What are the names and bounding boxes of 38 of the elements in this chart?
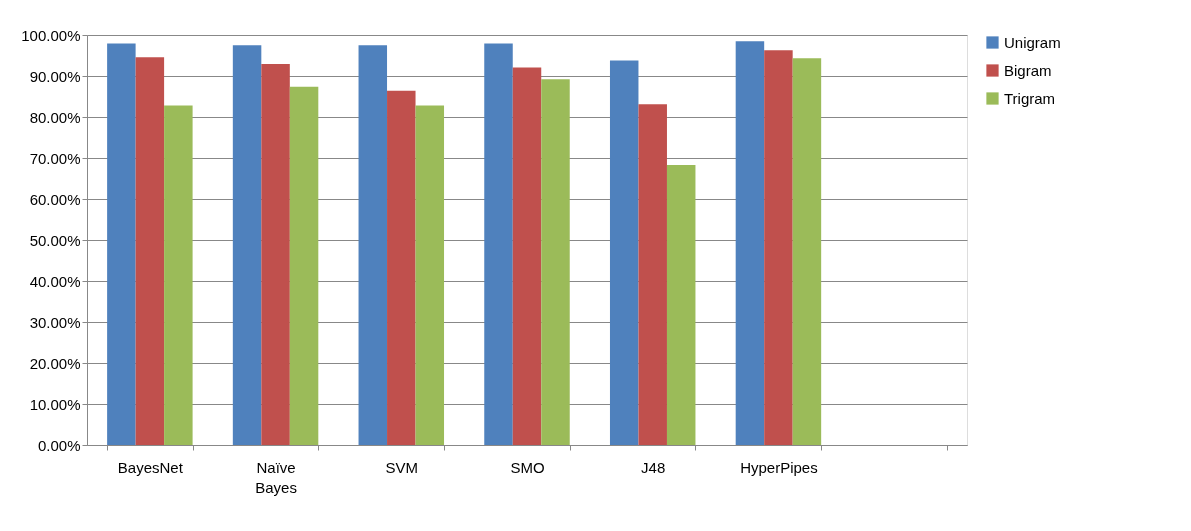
y-tick-label: 30.00% xyxy=(29,313,81,331)
bar xyxy=(512,67,542,445)
y-tick-label: 60.00% xyxy=(29,190,81,208)
x-tick-label: HyperPipes xyxy=(740,458,818,476)
legend-label: Trigram xyxy=(1004,89,1056,107)
x-tick-label: J48 xyxy=(641,458,666,476)
bar xyxy=(792,58,822,445)
y-tick-label: 70.00% xyxy=(29,149,81,167)
bar xyxy=(135,57,165,445)
bar xyxy=(232,45,262,445)
bar xyxy=(666,164,696,445)
y-tick-label: 90.00% xyxy=(29,67,81,85)
x-tick-label: Naïve Bayes xyxy=(255,458,297,496)
legend-label: Bigram xyxy=(1004,61,1052,79)
x-tick-label: SMO xyxy=(510,458,545,476)
bar xyxy=(358,45,388,445)
bar xyxy=(289,86,319,445)
bar xyxy=(764,50,793,445)
y-tick-label: 10.00% xyxy=(29,395,81,413)
bar xyxy=(164,105,193,445)
y-tick-label: 80.00% xyxy=(29,108,81,126)
y-tick-label: 50.00% xyxy=(29,231,81,249)
bar xyxy=(541,79,570,445)
bar xyxy=(415,105,445,445)
x-tick-label: SVM xyxy=(385,458,419,476)
bar xyxy=(107,43,136,445)
y-tick-label: 0.00% xyxy=(37,436,81,454)
bar xyxy=(484,43,513,445)
bar xyxy=(261,64,290,445)
bar xyxy=(735,41,765,445)
bar xyxy=(609,60,639,445)
x-tick-label: BayesNet xyxy=(117,458,184,476)
y-tick-label: 40.00% xyxy=(29,272,81,290)
bar xyxy=(638,104,667,445)
bar xyxy=(387,90,416,445)
y-tick-label: 100.00% xyxy=(21,26,81,44)
y-tick-label: 20.00% xyxy=(29,354,81,372)
legend-label: Unigram xyxy=(1004,33,1061,51)
